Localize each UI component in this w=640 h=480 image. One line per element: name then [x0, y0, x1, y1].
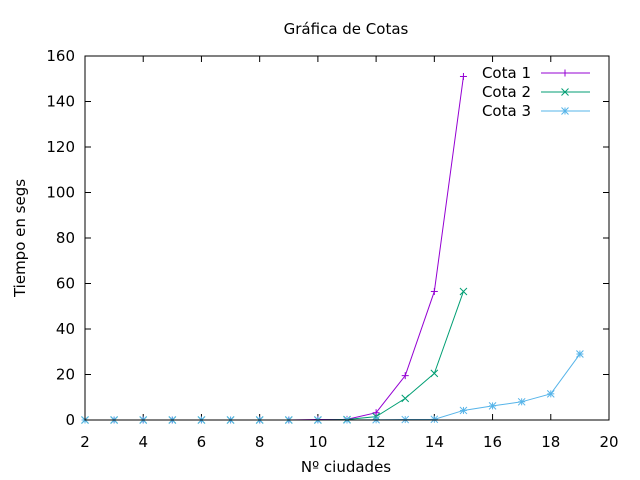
y-tick-label: 160 — [46, 47, 75, 65]
series-1-point — [430, 287, 438, 295]
x-tick-label: 20 — [599, 433, 618, 451]
y-tick-label: 140 — [46, 93, 75, 111]
legend-marker-1 — [561, 69, 569, 77]
x-tick-label: 12 — [367, 433, 386, 451]
y-tick-label: 60 — [56, 275, 75, 293]
x-tick-label: 2 — [80, 433, 90, 451]
series-3-point — [546, 389, 555, 398]
x-tick-label: 8 — [255, 433, 265, 451]
x-tick-label: 18 — [541, 433, 560, 451]
series-line-1 — [85, 76, 464, 421]
series-3-point — [430, 415, 439, 424]
series-3-point — [576, 350, 584, 358]
x-tick-label: 14 — [425, 433, 444, 451]
y-tick-label: 120 — [46, 138, 75, 156]
y-tick-label: 0 — [65, 411, 75, 429]
series-3-point — [517, 397, 526, 406]
series-2-point — [459, 287, 468, 296]
legend-marker-3 — [561, 107, 569, 115]
legend-marker-2 — [561, 88, 569, 96]
x-axis-label: Nº ciudades — [301, 458, 391, 476]
chart-title: Gráfica de Cotas — [284, 20, 409, 38]
plot-frame — [84, 55, 610, 421]
x-tick-label: 10 — [308, 433, 327, 451]
plot-area — [81, 72, 584, 424]
legend-label-2: Cota 2 — [482, 83, 531, 101]
legend-label-3: Cota 3 — [482, 102, 531, 120]
series-1-point — [459, 72, 467, 80]
series-line-3 — [85, 353, 581, 421]
y-tick-label: 40 — [56, 320, 75, 338]
legend-label-1: Cota 1 — [482, 64, 531, 82]
series-1-point — [401, 372, 409, 380]
x-tick-label: 4 — [138, 433, 148, 451]
x-tick-label: 16 — [483, 433, 502, 451]
series-line-2 — [85, 291, 464, 421]
axis-ticks: 2 4 6 8 10 12 14 16 18 20 0 20 40 60 80 100 120 140 160 — [46, 47, 618, 451]
y-tick-label: 20 — [56, 366, 75, 384]
y-tick-label: 80 — [56, 229, 75, 247]
series-2-point — [430, 369, 439, 378]
series-3-point — [488, 402, 497, 410]
y-axis-label: Tiempo en segs — [11, 179, 29, 298]
series-2-point — [401, 394, 410, 403]
x-tick-label: 6 — [197, 433, 207, 451]
series-1-point — [372, 409, 380, 417]
y-tick-label: 100 — [46, 184, 75, 202]
series-3-point — [459, 406, 468, 415]
